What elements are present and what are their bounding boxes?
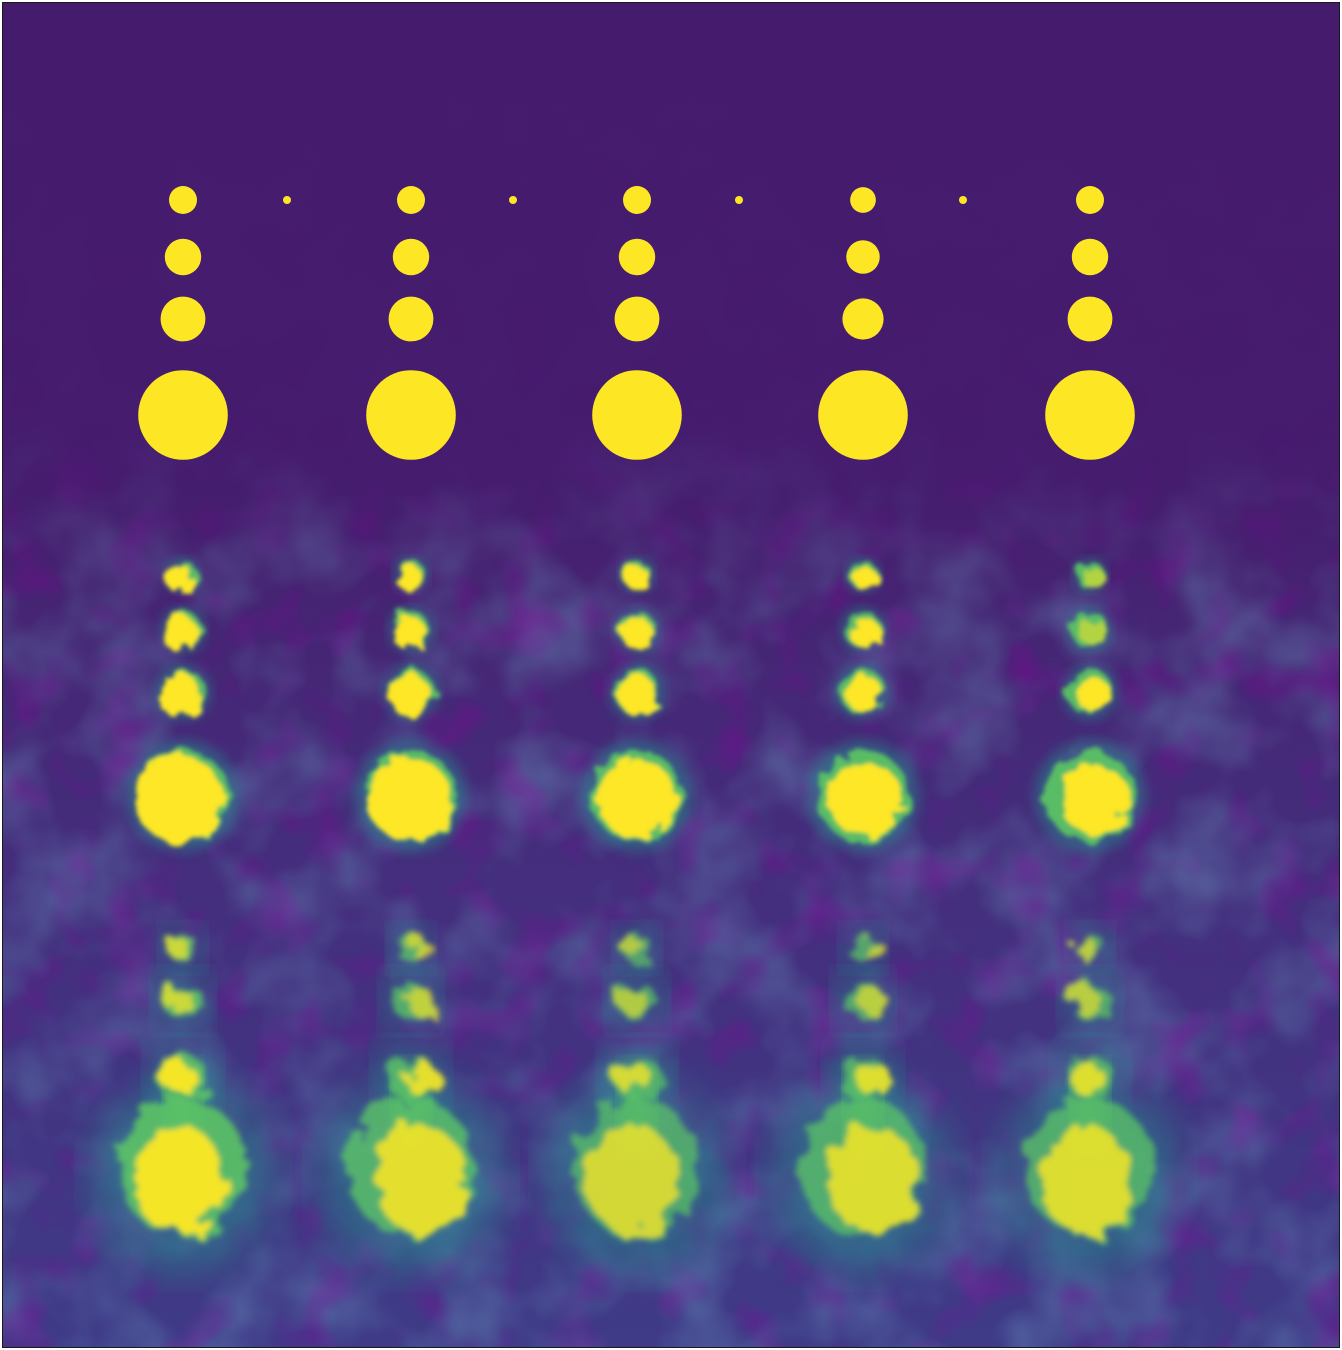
spot-bottom-col1-row2 xyxy=(163,983,203,1019)
spot-top-col3-row2 xyxy=(619,239,655,275)
spot-middle-col4-row3 xyxy=(840,669,886,715)
spot-bottom-col5-row3 xyxy=(1065,1056,1114,1101)
heatmap-svg xyxy=(3,3,1339,1347)
spot-middle-col5-row3 xyxy=(1067,669,1113,715)
spot-top-col1-row2 xyxy=(165,239,201,275)
spot-bottom-col2-row4 xyxy=(347,1098,474,1237)
spot-top-col5-row3 xyxy=(1068,297,1113,342)
spot-bottom-col4-row4 xyxy=(799,1098,926,1237)
spot-top-col5-row1 xyxy=(1076,186,1104,214)
spot-top-col1-row1 xyxy=(169,186,197,214)
spot-middle-col4-row4 xyxy=(817,750,908,841)
spot-top-col5-row4 xyxy=(1045,370,1135,460)
spot-bottom-col5-row1 xyxy=(1075,934,1106,962)
spot-middle-col3-row3 xyxy=(614,669,660,715)
spot-bottom-col1-row3 xyxy=(158,1056,207,1101)
spot-middle-col2-row4 xyxy=(365,750,456,841)
spot-bottom-col1-row1 xyxy=(168,934,199,962)
spot-top-col1-row4 xyxy=(138,370,228,460)
spot-top-col4-row2 xyxy=(846,240,879,273)
spot-bottom-col3-row2 xyxy=(617,983,657,1019)
mini-dot-2 xyxy=(509,196,517,204)
spot-middle-col5-row4 xyxy=(1044,750,1135,841)
spot-top-col2-row4 xyxy=(366,370,456,460)
spot-middle-col4-row2 xyxy=(844,611,881,648)
spot-bottom-col3-row1 xyxy=(622,934,653,962)
spot-bottom-col5-row4 xyxy=(1026,1098,1153,1237)
spot-bottom-col5-row2 xyxy=(1070,983,1110,1019)
spot-middle-col5-row2 xyxy=(1071,611,1108,648)
spot-top-col2-row1 xyxy=(397,186,425,214)
spot-top-col2-row3 xyxy=(389,297,434,342)
spot-top-col5-row2 xyxy=(1072,239,1108,275)
spot-middle-col3-row4 xyxy=(591,750,682,841)
mini-dot-1 xyxy=(283,196,291,204)
spot-top-col3-row3 xyxy=(615,297,660,342)
spot-top-col4-row1 xyxy=(850,187,876,213)
spot-middle-col4-row1 xyxy=(849,561,878,590)
spot-top-col3-row4 xyxy=(592,370,682,460)
spot-bottom-col3-row3 xyxy=(612,1056,661,1101)
spot-bottom-col3-row4 xyxy=(573,1098,700,1237)
spot-top-col4-row4 xyxy=(818,370,908,460)
mini-dot-3 xyxy=(735,196,743,204)
spot-bottom-col1-row4 xyxy=(119,1098,246,1237)
spot-top-col3-row1 xyxy=(623,186,651,214)
spot-top-col1-row3 xyxy=(161,297,206,342)
spot-top-col2-row2 xyxy=(393,239,429,275)
mini-dot-4 xyxy=(959,196,967,204)
spot-top-col4-row3 xyxy=(842,298,883,339)
